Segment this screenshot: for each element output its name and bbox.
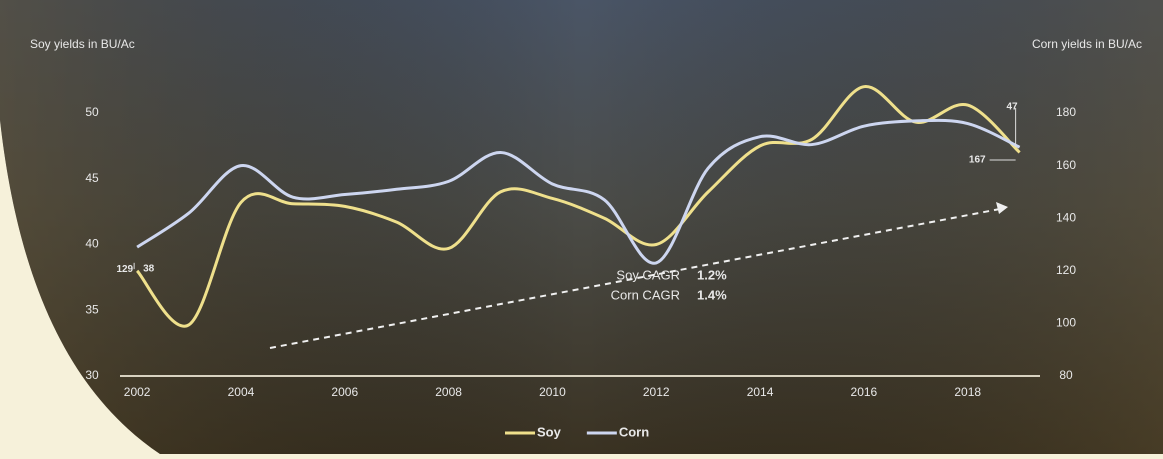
x-tick-label: 2006 xyxy=(331,385,358,399)
y2-tick-label: 80 xyxy=(1059,368,1073,382)
x-tick-label: 2008 xyxy=(435,385,462,399)
y2-axis-label: Corn yields in BU/Ac xyxy=(1032,37,1142,51)
y-tick-label: 35 xyxy=(85,302,99,316)
y-axis-label: Soy yields in BU/Ac xyxy=(30,37,135,51)
series-line xyxy=(135,85,1021,328)
cagr-arrow-head xyxy=(996,202,1008,214)
y2-tick-label: 180 xyxy=(1056,105,1076,119)
legend-label: Soy xyxy=(537,424,562,439)
x-tick-label: 2012 xyxy=(643,385,670,399)
y2-tick-label: 160 xyxy=(1056,158,1076,172)
annotation-value: 1.4% xyxy=(697,287,727,302)
y-tick-label: 45 xyxy=(85,171,99,185)
annotation-label: Soy CAGR xyxy=(616,267,680,282)
x-tick-label: 2016 xyxy=(851,385,878,399)
series-line xyxy=(136,118,1021,265)
data-label: 38 xyxy=(143,263,155,274)
y2-tick-label: 100 xyxy=(1056,316,1076,330)
x-tick-label: 2014 xyxy=(747,385,774,399)
data-label: 47 xyxy=(1006,102,1018,113)
y-tick-label: 30 xyxy=(85,368,99,382)
data-label: 167 xyxy=(969,155,986,166)
x-tick-label: 2018 xyxy=(954,385,981,399)
y2-tick-label: 140 xyxy=(1056,210,1076,224)
x-tick-label: 2004 xyxy=(228,385,255,399)
legend-label: Corn xyxy=(619,424,649,439)
y-tick-label: 50 xyxy=(85,105,99,119)
y2-tick-label: 120 xyxy=(1056,263,1076,277)
x-tick-label: 2002 xyxy=(124,385,151,399)
data-label: 129 xyxy=(116,264,133,275)
x-tick-label: 2010 xyxy=(539,385,566,399)
y-tick-label: 40 xyxy=(85,237,99,251)
annotation-value: 1.2% xyxy=(697,267,727,282)
annotation-label: Corn CAGR xyxy=(611,287,680,302)
cagr-arrow xyxy=(269,208,1001,349)
